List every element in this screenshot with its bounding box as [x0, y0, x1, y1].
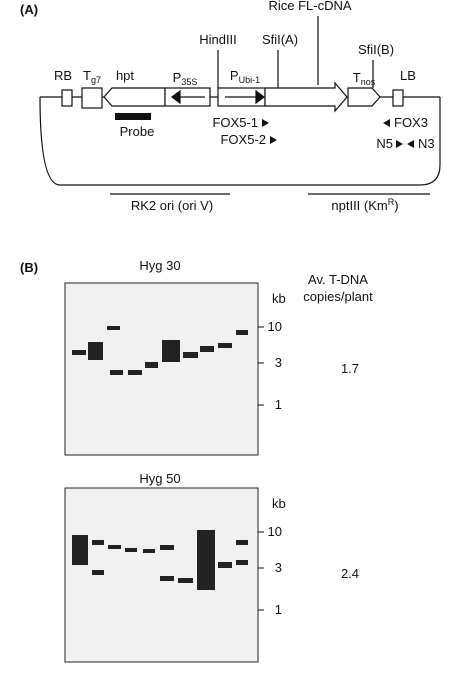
element-label: hpt: [116, 68, 134, 83]
blot-title: Hyg 50: [139, 471, 180, 486]
size-marker: 3: [275, 560, 282, 575]
site-label: HindIII: [199, 32, 237, 47]
site-label: SfiI(A): [262, 32, 298, 47]
npt-label: nptIII (KmR): [331, 197, 398, 213]
primer-label: N3: [418, 136, 435, 151]
site-label: SfiI(B): [358, 42, 394, 57]
header: copies/plant: [303, 289, 373, 304]
primer-label: FOX5-1: [212, 115, 258, 130]
size-marker: 1: [275, 397, 282, 412]
element-label: PUbi-1: [230, 68, 260, 85]
unit: kb: [272, 291, 286, 306]
size-marker: 3: [275, 355, 282, 370]
element-label: Tg7: [83, 68, 101, 85]
copies-value: 2.4: [341, 566, 359, 581]
element-label: Tnos: [353, 70, 376, 87]
element-label: LB: [400, 68, 416, 83]
cdna-label: Rice FL-cDNA: [268, 0, 351, 13]
blot-title: Hyg 30: [139, 258, 180, 273]
primer-label: FOX5-2: [220, 132, 266, 147]
panel-label: (A): [20, 2, 38, 17]
unit: kb: [272, 496, 286, 511]
size-marker: 10: [268, 319, 282, 334]
element-label: P35S: [173, 70, 198, 87]
panel-label: (B): [20, 260, 38, 275]
size-marker: 1: [275, 602, 282, 617]
size-marker: 10: [268, 524, 282, 539]
copies-value: 1.7: [341, 361, 359, 376]
probe-label: Probe: [120, 124, 155, 139]
primer-label: N5: [376, 136, 393, 151]
ori-label: RK2 ori (ori V): [131, 198, 213, 213]
primer-label: FOX3: [394, 115, 428, 130]
element-label: RB: [54, 68, 72, 83]
header: Av. T-DNA: [308, 272, 368, 287]
